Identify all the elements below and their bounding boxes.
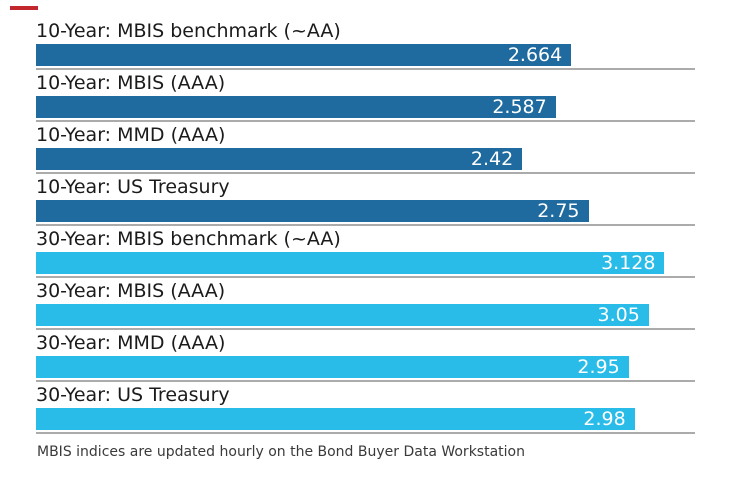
category-label: 10-Year: US Treasury: [36, 176, 230, 198]
value-label: 3.05: [597, 304, 640, 326]
bar-row: 10-Year: MBIS benchmark (~AA) 2.664: [36, 18, 695, 70]
value-bar: 2.98: [36, 408, 635, 430]
row-baseline-rule: [36, 276, 695, 278]
value-bar: 2.42: [36, 148, 523, 170]
bar-row: 30-Year: MMD (AAA) 2.95: [36, 330, 695, 382]
row-baseline-rule: [36, 328, 695, 330]
bar-row: 30-Year: US Treasury 2.98: [36, 382, 695, 434]
row-baseline-rule: [36, 224, 695, 226]
bar-track: 2.664: [36, 44, 695, 66]
bar-track: 2.98: [36, 408, 695, 430]
row-baseline-rule: [36, 120, 695, 122]
chart-footnote: MBIS indices are updated hourly on the B…: [37, 444, 525, 460]
bar-track: 3.05: [36, 304, 695, 326]
category-label: 10-Year: MBIS (AAA): [36, 72, 226, 94]
yield-bar-chart: 10-Year: MBIS benchmark (~AA) 2.664 10-Y…: [36, 18, 695, 434]
bar-row: 30-Year: MBIS benchmark (~AA) 3.128: [36, 226, 695, 278]
value-label: 3.128: [601, 252, 656, 274]
bar-row: 30-Year: MBIS (AAA) 3.05: [36, 278, 695, 330]
bar-row: 10-Year: MMD (AAA) 2.42: [36, 122, 695, 174]
value-bar: 2.664: [36, 44, 572, 66]
bar-track: 3.128: [36, 252, 695, 274]
category-label: 30-Year: US Treasury: [36, 384, 230, 406]
value-bar: 2.75: [36, 200, 589, 222]
category-label: 10-Year: MMD (AAA): [36, 124, 226, 146]
row-baseline-rule: [36, 380, 695, 382]
value-bar: 3.128: [36, 252, 665, 274]
bar-track: 2.42: [36, 148, 695, 170]
bar-track: 2.587: [36, 96, 695, 118]
row-baseline-rule: [36, 172, 695, 174]
category-label: 30-Year: MBIS benchmark (~AA): [36, 228, 341, 250]
value-label: 2.75: [537, 200, 580, 222]
value-bar: 2.95: [36, 356, 629, 378]
row-baseline-rule: [36, 432, 695, 434]
category-label: 30-Year: MMD (AAA): [36, 332, 226, 354]
value-label: 2.95: [577, 356, 620, 378]
value-bar: 3.05: [36, 304, 649, 326]
bar-row: 10-Year: US Treasury 2.75: [36, 174, 695, 226]
category-label: 10-Year: MBIS benchmark (~AA): [36, 20, 341, 42]
category-label: 30-Year: MBIS (AAA): [36, 280, 226, 302]
value-label: 2.98: [583, 408, 626, 430]
value-label: 2.42: [470, 148, 514, 170]
bar-track: 2.75: [36, 200, 695, 222]
bar-row: 10-Year: MBIS (AAA) 2.587: [36, 70, 695, 122]
brand-red-dash: [10, 6, 38, 10]
value-label: 2.664: [507, 44, 563, 66]
value-bar: 2.587: [36, 96, 556, 118]
row-baseline-rule: [36, 68, 695, 70]
bar-track: 2.95: [36, 356, 695, 378]
value-label: 2.587: [492, 96, 547, 118]
